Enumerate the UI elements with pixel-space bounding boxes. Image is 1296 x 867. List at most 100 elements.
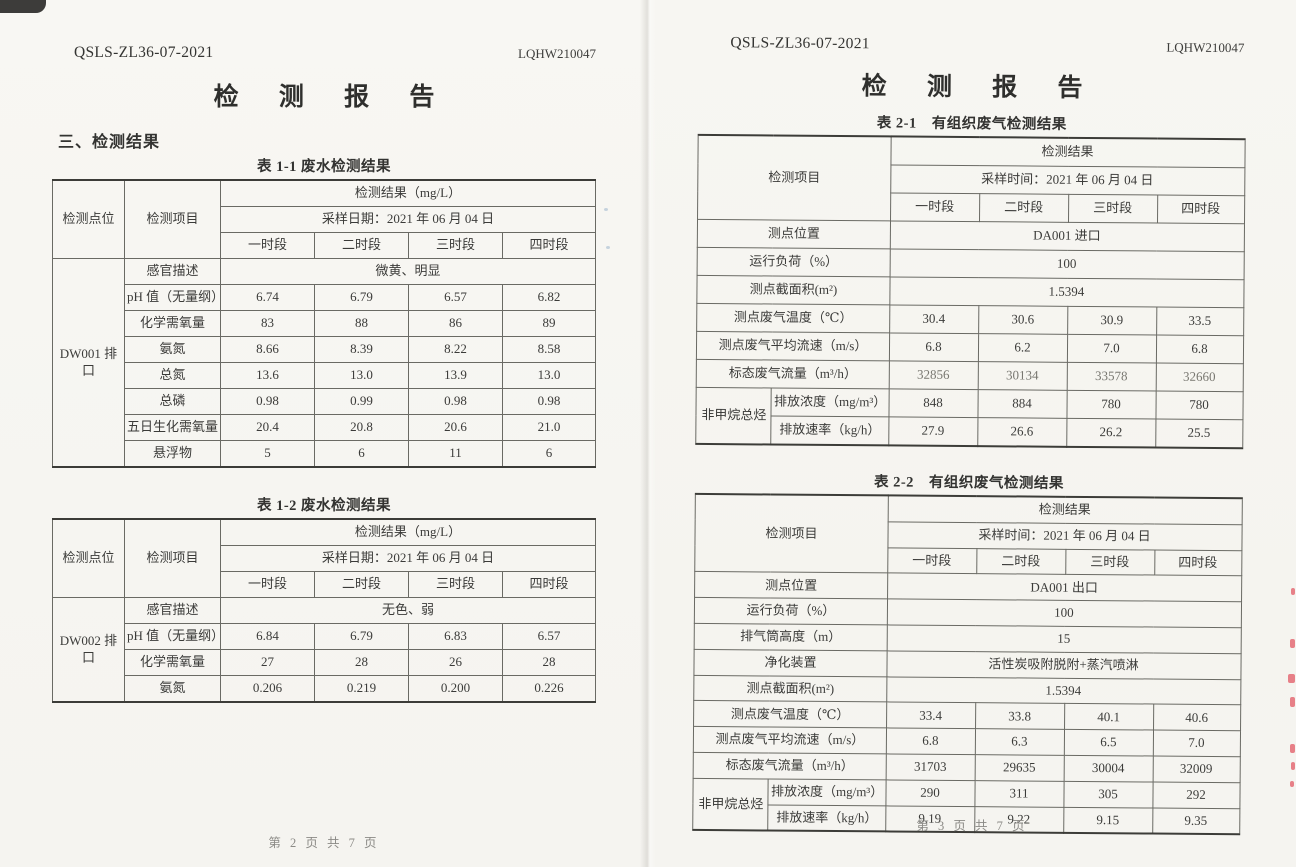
table-cell: 100 <box>886 599 1242 628</box>
table-cell: 采样日期：2021 年 06 月 04 日 <box>219 206 597 233</box>
table-cell: 6.79 <box>313 623 409 650</box>
table-cell: 悬浮物 <box>123 440 221 468</box>
report-page-2: QSLS-ZL36-07-2021 LQHW210047 检 测 报 告 三、检… <box>0 0 648 867</box>
table-cell: DA001 出口 <box>887 573 1242 602</box>
table-cell: 氨氮 <box>123 336 221 363</box>
table-row: 检测点位 检测项目 检测结果（mg/L） <box>51 179 597 259</box>
report-title: 检 测 报 告 <box>861 73 1100 103</box>
table-cell: 13.0 <box>313 362 409 389</box>
table-row: 测点截面积(m²) 1.5394 <box>697 275 1244 308</box>
table-cell: 标态废气流量（m³/h） <box>693 752 886 780</box>
table-cell: 二时段 <box>979 193 1069 223</box>
table-cell: 6.5 <box>1063 729 1154 756</box>
table-cell: 13.0 <box>501 362 597 389</box>
table-cell: 检测结果（mg/L） <box>219 518 597 546</box>
report-page-3: QSLS-ZL36-07-2021 LQHW210047 检 测 报 告 表 2… <box>648 0 1296 867</box>
table-cell: 8.66 <box>219 336 315 363</box>
table-row: 运行负荷（%） 100 <box>697 247 1244 280</box>
table-cell: 排放浓度（mg/m³） <box>768 778 886 806</box>
table-cell: 27 <box>219 649 315 676</box>
table-row: 氨氮 0.206 0.219 0.200 0.226 <box>52 675 597 703</box>
red-stamp-mark <box>1291 588 1295 595</box>
table-1-1-wastewater-results: 检测点位 检测项目 检测结果（mg/L） 采样日期：2021 年 06 月 04 日一… <box>51 179 597 468</box>
table-cell: 13.9 <box>407 362 503 389</box>
table-cell: 测点废气平均流速（m/s） <box>693 726 887 754</box>
table-cell: 0.98 <box>501 388 597 415</box>
table-cell: 8.22 <box>407 336 503 363</box>
table-cell: 一时段 <box>219 571 315 598</box>
table-cell: 采样时间：2021 年 06 月 04 日 <box>890 164 1245 196</box>
table-2-2-caption: 表 2-2 有组织废气检测结果 <box>873 474 1064 492</box>
table-cell: 26 <box>407 649 503 676</box>
table-cell: 排气筒高度（m） <box>694 623 887 651</box>
table-cell: 0.98 <box>219 388 315 415</box>
doc-code: QSLS-ZL36-07-2021 <box>730 34 870 53</box>
table-cell: 33578 <box>1066 362 1156 392</box>
page-number-footer: 第 3 页 共 7 页 <box>916 819 1028 833</box>
table-cell: 40.1 <box>1064 703 1154 731</box>
table-cell: 8.58 <box>501 336 597 363</box>
table-row: 测点废气平均流速（m/s） 6.8 6.2 7.0 6.8 <box>696 331 1244 364</box>
table-2-1-stack-gas-results: 检测项目 检测结果 采样时间：2021 年 06 月 04 日一时段 二时段 三时段 四时… <box>695 133 1246 450</box>
table-cell: 6.2 <box>977 333 1068 363</box>
table-cell: 采样日期：2021 年 06 月 04 日 <box>219 545 597 572</box>
table-row: 排放速率（kg/h） 27.9 26.6 26.2 25.5 <box>696 415 1243 449</box>
table-cell: pH 值（无量纲） <box>123 284 224 311</box>
table-cell: 0.98 <box>407 388 503 415</box>
table-cell: 33.4 <box>886 702 976 729</box>
table-cell: 290 <box>885 779 975 807</box>
table-row: 测点位置 DA001 进口 <box>697 219 1245 252</box>
table-cell: 二时段 <box>313 571 409 598</box>
table-cell: 检测结果 <box>887 495 1242 525</box>
table-cell: 6.8 <box>885 728 976 755</box>
table-2-2-stack-gas-results: 检测项目 检测结果 采样时间：2021 年 06 月 04 日一时段 二时段 三时段 四时… <box>692 492 1243 836</box>
table-row: pH 值（无量纲） 6.74 6.79 6.57 6.82 <box>52 284 597 311</box>
table-cell: 一时段 <box>219 232 315 259</box>
table-cell: 6.57 <box>501 623 597 650</box>
page-header: QSLS-ZL36-07-2021 LQHW210047 <box>74 44 596 62</box>
table-cell: 检测点位 <box>51 518 125 598</box>
table-row: 测点废气温度（℃） 30.4 30.6 30.9 33.5 <box>697 303 1244 336</box>
table-cell: 6.8 <box>888 332 979 362</box>
table-cell: 6.79 <box>313 284 409 311</box>
ink-speck <box>606 246 610 249</box>
table-cell: 30.6 <box>978 305 1068 335</box>
table-cell: 15 <box>886 624 1241 654</box>
table-cell: 测点截面积(m²) <box>694 674 887 703</box>
table-cell: 21.0 <box>501 414 597 441</box>
table-cell: 化学需氧量 <box>123 310 221 337</box>
table-cell: 5 <box>219 440 315 468</box>
table-cell: 0.200 <box>407 675 503 703</box>
table-row: 采样日期：2021 年 06 月 04 日 <box>52 545 597 572</box>
table-cell: 三时段 <box>1065 548 1155 576</box>
table-cell: 运行负荷（%） <box>697 247 890 277</box>
table-cell: 感官描述 <box>123 597 221 624</box>
table-cell: 活性炭吸附脱附+蒸汽喷淋 <box>886 650 1241 680</box>
table-cell: 6.82 <box>501 284 597 311</box>
red-stamp-mark <box>1290 639 1295 648</box>
table-cell: 40.6 <box>1153 704 1241 731</box>
table-cell: 26.2 <box>1066 418 1156 448</box>
table-cell: 11 <box>407 440 503 468</box>
table-cell: 7.0 <box>1066 334 1157 364</box>
table-cell: 检测项目 <box>695 493 888 574</box>
table-cell: 6.84 <box>219 623 315 650</box>
table-row: 一时段 二时段 三时段 四时段 <box>52 571 597 598</box>
table-cell: 测点位置 <box>695 571 888 600</box>
table-cell: 6.83 <box>407 623 503 650</box>
table-row: pH 值（无量纲） 6.84 6.79 6.83 6.57 <box>52 623 597 650</box>
table-cell: 四时段 <box>1154 549 1242 577</box>
table-cell: 检测点位 <box>51 179 125 259</box>
table-cell: 测点废气温度（℃） <box>697 303 890 333</box>
table-cell: 89 <box>501 310 597 337</box>
table-row: 五日生化需氧量 20.4 20.8 20.6 21.0 <box>52 414 597 441</box>
table-cell: 无色、弱 <box>219 597 597 624</box>
table-cell: 三时段 <box>407 232 503 259</box>
table-cell: 三时段 <box>1068 194 1158 224</box>
red-stamp-mark <box>1291 762 1295 770</box>
ink-speck <box>604 208 608 211</box>
table-cell: 二时段 <box>976 548 1066 575</box>
red-stamp-mark <box>1290 781 1294 787</box>
table-cell: 四时段 <box>501 232 597 259</box>
table-cell: 五日生化需氧量 <box>123 414 221 441</box>
